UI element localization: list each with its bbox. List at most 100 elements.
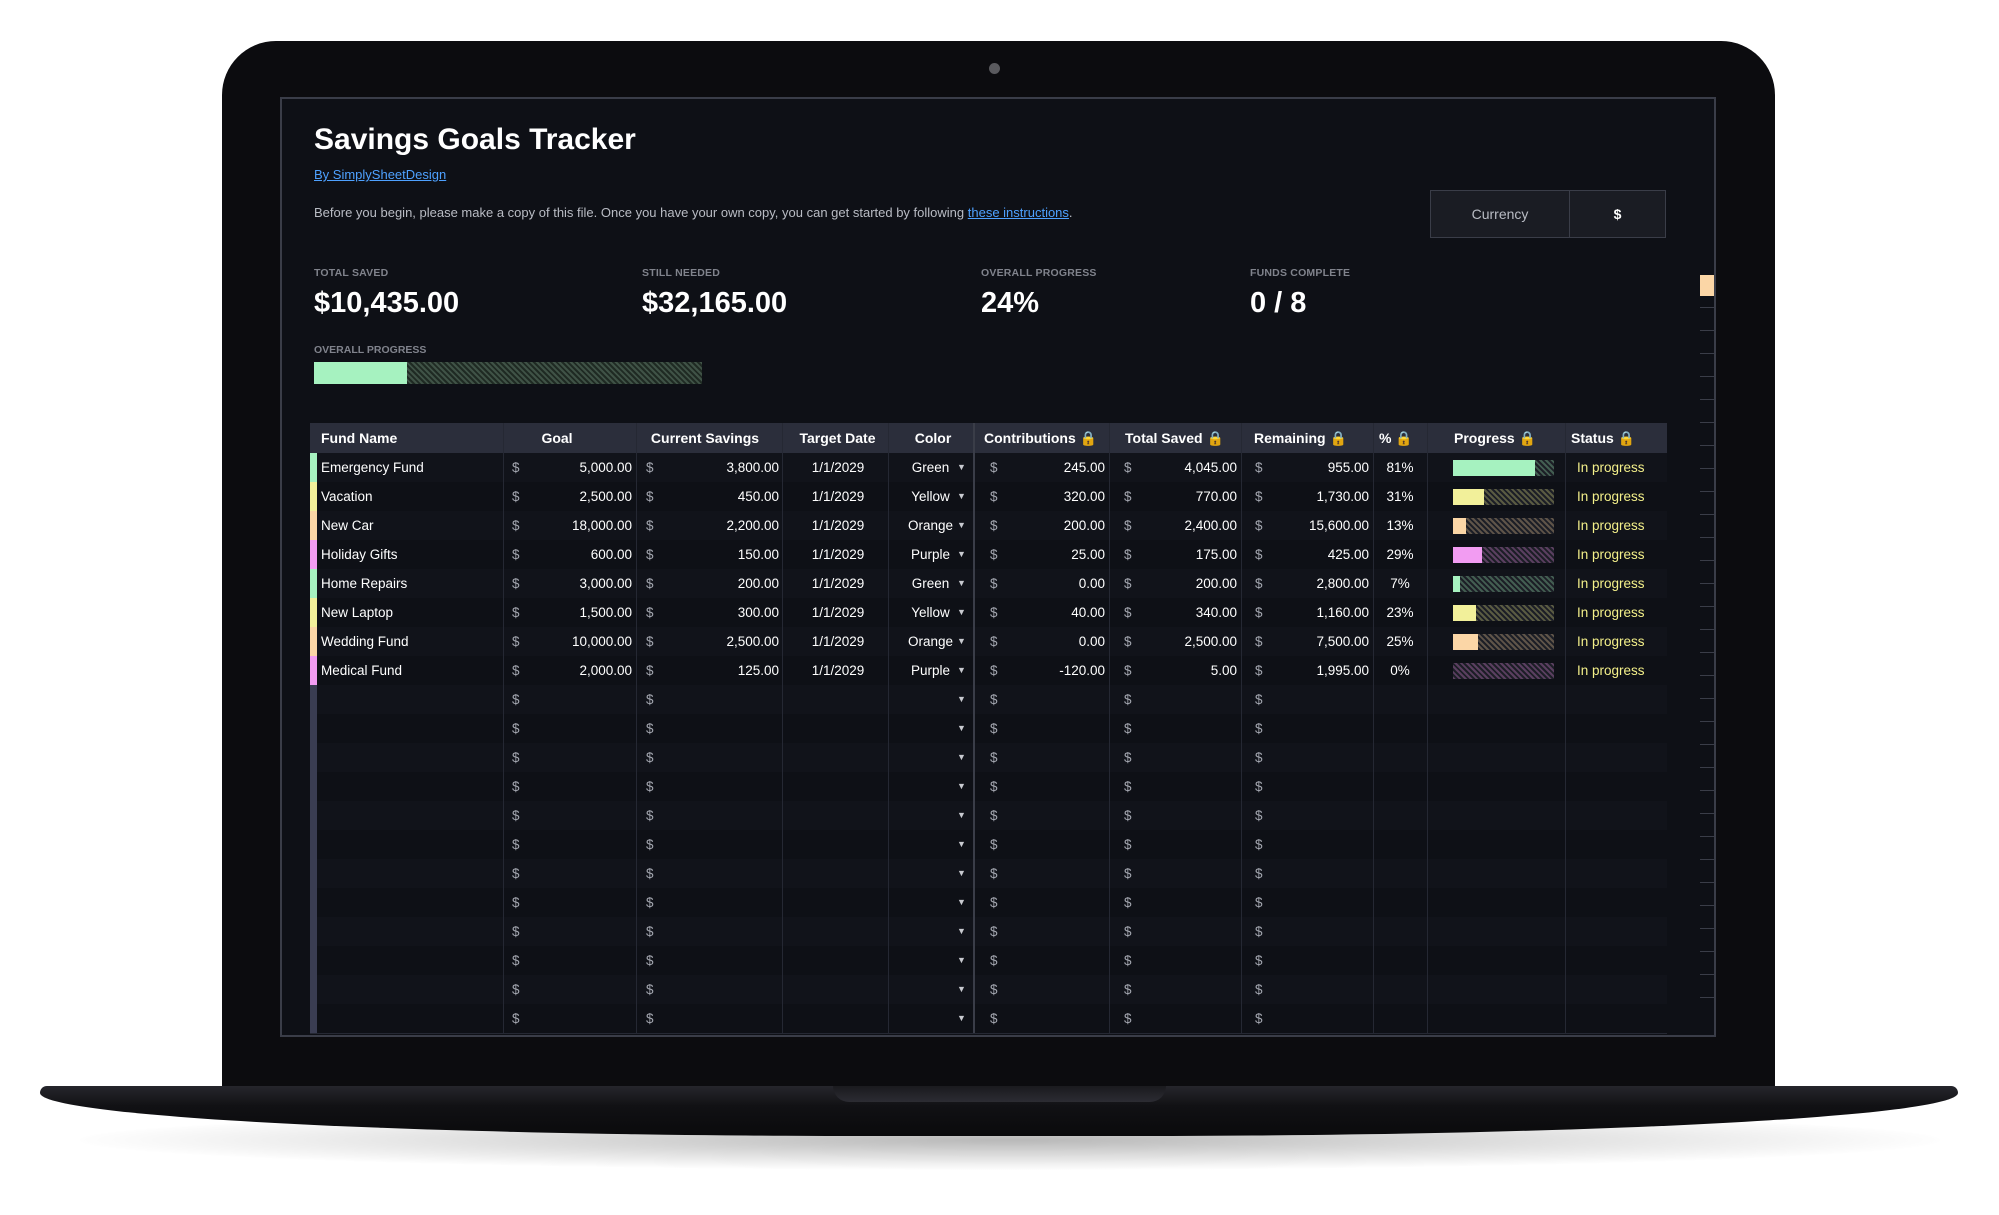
contributions-cell[interactable]: 320.00 [1063, 489, 1105, 504]
goal-cell[interactable]: 18,000.00 [571, 518, 632, 533]
chevron-down-icon[interactable]: ▼ [957, 926, 966, 936]
right-scroll-gutter[interactable] [1688, 99, 1714, 1035]
total-saved-cell[interactable]: 175.00 [1195, 547, 1237, 562]
chevron-down-icon[interactable]: ▼ [957, 752, 966, 762]
table-row[interactable]: Wedding Fund $10,000.00 $2,500.00 1/1/2029 O… [310, 627, 1667, 657]
header-total-saved[interactable]: Total Saved 🔒 [1125, 423, 1224, 453]
table-row-empty[interactable]: $ $ ▼ $ $ $ [310, 772, 1667, 802]
chevron-down-icon[interactable]: ▼ [957, 520, 966, 530]
current-savings-cell[interactable]: 300.00 [737, 605, 779, 620]
target-date-cell[interactable]: 1/1/2029 [811, 547, 865, 562]
table-row[interactable]: Holiday Gifts $600.00 $150.00 1/1/2029 Purpl… [310, 540, 1667, 570]
table-row-empty[interactable]: $ $ ▼ $ $ $ [310, 743, 1667, 773]
color-select-cell[interactable]: Orange [907, 518, 954, 533]
table-row-empty[interactable]: $ $ ▼ $ $ $ [310, 685, 1667, 715]
remaining-cell[interactable]: 1,160.00 [1316, 605, 1369, 620]
chevron-down-icon[interactable]: ▼ [957, 839, 966, 849]
header-contributions[interactable]: Contributions 🔒 [984, 423, 1097, 453]
target-date-cell[interactable]: 1/1/2029 [811, 460, 865, 475]
color-select-cell[interactable]: Yellow [911, 605, 950, 620]
chevron-down-icon[interactable]: ▼ [957, 578, 966, 588]
total-saved-cell[interactable]: 4,045.00 [1184, 460, 1237, 475]
color-select-cell[interactable]: Orange [907, 634, 954, 649]
table-row[interactable]: Medical Fund $2,000.00 $125.00 1/1/2029 Purp… [310, 656, 1667, 686]
instructions-link[interactable]: these instructions [967, 205, 1069, 220]
fund-name-cell[interactable]: New Laptop [321, 605, 394, 620]
current-savings-cell[interactable]: 125.00 [737, 663, 779, 678]
current-savings-cell[interactable]: 2,200.00 [726, 518, 779, 533]
chevron-down-icon[interactable]: ▼ [957, 868, 966, 878]
remaining-cell[interactable]: 7,500.00 [1316, 634, 1369, 649]
goal-cell[interactable]: 600.00 [590, 547, 632, 562]
chevron-down-icon[interactable]: ▼ [957, 810, 966, 820]
table-row[interactable]: Vacation $2,500.00 $450.00 1/1/2029 Yellow ▼ $… [310, 482, 1667, 512]
goal-cell[interactable]: 1,500.00 [579, 605, 632, 620]
table-row-empty[interactable]: $ $ ▼ $ $ $ [310, 975, 1667, 1005]
target-date-cell[interactable]: 1/1/2029 [811, 518, 865, 533]
remaining-cell[interactable]: 2,800.00 [1316, 576, 1369, 591]
table-row-empty[interactable]: $ $ ▼ $ $ $ [310, 946, 1667, 976]
current-savings-cell[interactable]: 200.00 [737, 576, 779, 591]
fund-name-cell[interactable]: Holiday Gifts [321, 547, 398, 562]
total-saved-cell[interactable]: 5.00 [1210, 663, 1237, 678]
contributions-cell[interactable]: 245.00 [1063, 460, 1105, 475]
header-percent[interactable]: % 🔒 [1379, 423, 1413, 453]
table-row[interactable]: Home Repairs $3,000.00 $200.00 1/1/2029 Gree… [310, 569, 1667, 599]
contributions-cell[interactable]: 40.00 [1071, 605, 1105, 620]
header-fund-name[interactable]: Fund Name [321, 430, 398, 446]
remaining-cell[interactable]: 1,995.00 [1316, 663, 1369, 678]
header-progress[interactable]: Progress 🔒 [1454, 423, 1536, 453]
total-saved-cell[interactable]: 340.00 [1195, 605, 1237, 620]
chevron-down-icon[interactable]: ▼ [957, 665, 966, 675]
header-target-date[interactable]: Target Date [799, 430, 876, 446]
total-saved-cell[interactable]: 200.00 [1195, 576, 1237, 591]
goal-cell[interactable]: 5,000.00 [579, 460, 632, 475]
author-link[interactable]: By SimplySheetDesign [314, 167, 447, 182]
current-savings-cell[interactable]: 450.00 [737, 489, 779, 504]
header-remaining[interactable]: Remaining 🔒 [1254, 423, 1347, 453]
goal-cell[interactable]: 10,000.00 [571, 634, 632, 649]
header-goal[interactable]: Goal [541, 430, 573, 446]
target-date-cell[interactable]: 1/1/2029 [811, 634, 865, 649]
contributions-cell[interactable]: -120.00 [1059, 663, 1105, 678]
contributions-cell[interactable]: 200.00 [1063, 518, 1105, 533]
color-select-cell[interactable]: Purple [910, 547, 951, 562]
color-select-cell[interactable]: Green [911, 460, 950, 475]
remaining-cell[interactable]: 955.00 [1327, 460, 1369, 475]
table-row-empty[interactable]: $ $ ▼ $ $ $ [310, 801, 1667, 831]
fund-name-cell[interactable]: Wedding Fund [321, 634, 409, 649]
chevron-down-icon[interactable]: ▼ [957, 984, 966, 994]
color-select-cell[interactable]: Green [911, 576, 950, 591]
chevron-down-icon[interactable]: ▼ [957, 1013, 966, 1023]
current-savings-cell[interactable]: 3,800.00 [726, 460, 779, 475]
table-row-empty[interactable]: $ $ ▼ $ $ $ [310, 830, 1667, 860]
header-status[interactable]: Status 🔒 [1571, 423, 1635, 453]
total-saved-cell[interactable]: 770.00 [1195, 489, 1237, 504]
target-date-cell[interactable]: 1/1/2029 [811, 489, 865, 504]
fund-name-cell[interactable]: Emergency Fund [321, 460, 424, 475]
chevron-down-icon[interactable]: ▼ [957, 781, 966, 791]
table-row[interactable]: New Car $18,000.00 $2,200.00 1/1/2029 Orange… [310, 511, 1667, 541]
chevron-down-icon[interactable]: ▼ [957, 491, 966, 501]
goal-cell[interactable]: 3,000.00 [579, 576, 632, 591]
table-row[interactable]: New Laptop $1,500.00 $300.00 1/1/2029 Yellow… [310, 598, 1667, 628]
fund-name-cell[interactable]: Home Repairs [321, 576, 408, 591]
fund-name-cell[interactable]: Vacation [321, 489, 373, 504]
currency-value-cell[interactable]: $ [1613, 206, 1622, 222]
goal-cell[interactable]: 2,500.00 [579, 489, 632, 504]
chevron-down-icon[interactable]: ▼ [957, 462, 966, 472]
header-color[interactable]: Color [914, 430, 952, 446]
chevron-down-icon[interactable]: ▼ [957, 636, 966, 646]
chevron-down-icon[interactable]: ▼ [957, 694, 966, 704]
remaining-cell[interactable]: 425.00 [1327, 547, 1369, 562]
fund-name-cell[interactable]: New Car [321, 518, 374, 533]
remaining-cell[interactable]: 1,730.00 [1316, 489, 1369, 504]
chevron-down-icon[interactable]: ▼ [957, 607, 966, 617]
contributions-cell[interactable]: 0.00 [1078, 634, 1105, 649]
target-date-cell[interactable]: 1/1/2029 [811, 605, 865, 620]
current-savings-cell[interactable]: 150.00 [737, 547, 779, 562]
goal-cell[interactable]: 2,000.00 [579, 663, 632, 678]
fund-name-cell[interactable]: Medical Fund [321, 663, 403, 678]
total-saved-cell[interactable]: 2,400.00 [1184, 518, 1237, 533]
color-select-cell[interactable]: Purple [910, 663, 951, 678]
